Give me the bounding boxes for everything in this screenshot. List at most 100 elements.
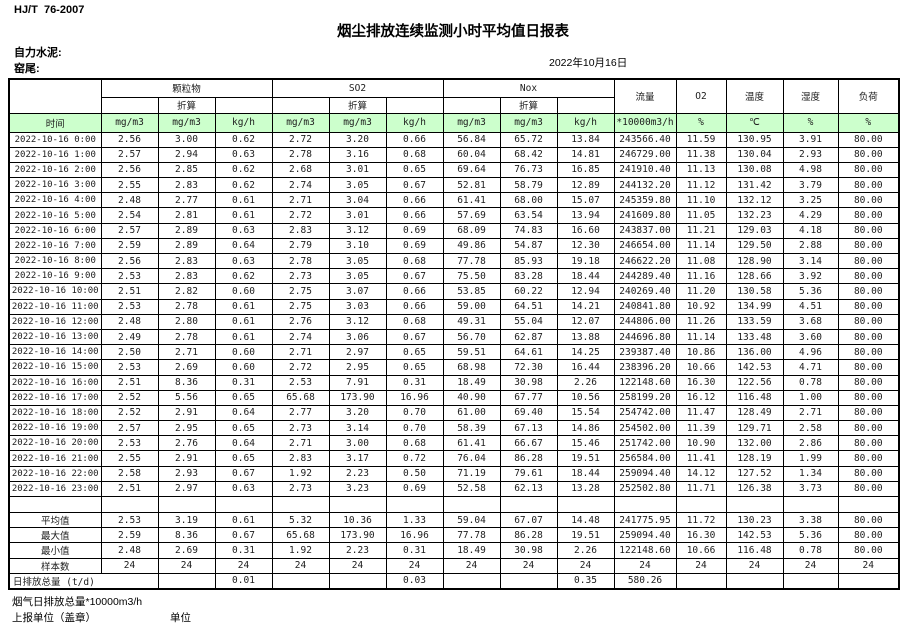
value-cell: 2.78 (157, 298, 216, 315)
value-cell: 3.60 (782, 328, 839, 346)
value-cell: 0.69 (385, 237, 444, 255)
summary-value-cell: 2.69 (157, 542, 216, 559)
summary-value-cell: 86.28 (499, 527, 558, 544)
value-cell: 2.51 (100, 374, 159, 391)
value-cell: 3.05 (328, 268, 387, 285)
value-cell: 60.22 (499, 283, 558, 300)
unit-label: 单位 (170, 612, 191, 624)
unit-mg: mg/m3 (271, 112, 330, 133)
converted-label: 折算 (157, 96, 216, 114)
value-cell: 64.61 (499, 344, 558, 361)
value-cell: 127.52 (725, 465, 784, 482)
value-cell: 3.00 (157, 131, 216, 148)
daily-total-label: 日排放总量 (t/d) (8, 572, 159, 590)
daily-total-value-cell (499, 572, 558, 590)
summary-value-cell: 10.36 (328, 511, 387, 529)
empty-header-cell (385, 96, 444, 114)
value-cell: 0.61 (214, 207, 273, 224)
value-cell: 2.83 (157, 252, 216, 270)
value-cell: 1.99 (782, 450, 839, 467)
value-cell: 133.48 (725, 328, 784, 346)
value-cell: 0.78 (782, 374, 839, 391)
value-cell: 0.61 (214, 298, 273, 315)
value-cell: 15.07 (556, 192, 615, 209)
unit-mg: mg/m3 (328, 112, 387, 133)
value-cell: 0.60 (214, 283, 273, 300)
value-cell: 2.77 (157, 192, 216, 209)
value-cell: 62.87 (499, 328, 558, 346)
empty-header-cell (556, 96, 615, 114)
table-row: 2022-10-16 15:00 2.53 2.69 0.60 2.72 2.95 0.65… (8, 359, 900, 376)
value-cell: 68.00 (499, 192, 558, 209)
value-cell: 0.65 (385, 161, 444, 179)
value-cell: 13.28 (556, 480, 615, 498)
value-cell: 2.75 (271, 283, 330, 300)
summary-value-cell: 2.48 (100, 542, 159, 559)
value-cell: 2.50 (100, 344, 159, 361)
time-cell: 2022-10-16 11:00 (8, 298, 102, 315)
empty-cell (556, 496, 615, 513)
value-cell: 3.68 (782, 313, 839, 330)
table-row: 2022-10-16 14:00 2.50 2.71 0.60 2.71 2.97 0.65… (8, 344, 900, 361)
empty-cell (782, 496, 839, 513)
unit-mg: mg/m3 (442, 112, 501, 133)
value-cell: 4.18 (782, 222, 839, 239)
value-cell: 0.69 (385, 480, 444, 498)
value-cell: 61.41 (442, 192, 501, 209)
empty-cell (613, 496, 677, 513)
value-cell: 2.79 (271, 237, 330, 255)
value-cell: 3.14 (328, 420, 387, 437)
value-cell: 56.84 (442, 131, 501, 148)
summary-value-cell: 24 (100, 557, 159, 574)
summary-value-cell: 1.92 (271, 542, 330, 559)
summary-value-cell: 130.23 (725, 511, 784, 529)
summary-value-cell: 80.00 (837, 542, 900, 559)
value-cell: 0.66 (385, 283, 444, 300)
group-humidity: 湿度 (782, 78, 839, 114)
value-cell: 2.83 (157, 268, 216, 285)
value-cell: 3.01 (328, 207, 387, 224)
value-cell: 80.00 (837, 177, 900, 194)
value-cell: 80.00 (837, 283, 900, 300)
value-cell: 16.85 (556, 161, 615, 179)
empty-cell (271, 496, 330, 513)
unit-celsius: ℃ (725, 112, 784, 133)
value-cell: 0.61 (214, 192, 273, 209)
table-row: 2022-10-16 16:00 2.51 8.36 0.31 2.53 7.91 0.31… (8, 374, 900, 391)
value-cell: 2.57 (100, 146, 159, 163)
value-cell: 0.61 (214, 313, 273, 330)
summary-value-cell: 80.00 (837, 511, 900, 529)
value-cell: 0.64 (214, 435, 273, 452)
value-cell: 2.82 (157, 283, 216, 300)
daily-total-value-cell: 0.35 (556, 572, 615, 590)
value-cell: 2.78 (157, 328, 216, 346)
value-cell: 13.88 (556, 328, 615, 346)
value-cell: 49.86 (442, 237, 501, 255)
value-cell: 80.00 (837, 450, 900, 467)
summary-value-cell: 24 (725, 557, 784, 574)
report-table-body: 2022-10-16 0:00 2.56 3.00 0.62 2.72 3.20 0.66 5… (8, 131, 900, 590)
value-cell: 238396.20 (613, 359, 677, 376)
value-cell: 4.71 (782, 359, 839, 376)
unit-mg: mg/m3 (499, 112, 558, 133)
value-cell: 80.00 (837, 252, 900, 270)
company-label: 自力水泥: (14, 47, 62, 59)
value-cell: 3.07 (328, 283, 387, 300)
value-cell: 85.93 (499, 252, 558, 270)
value-cell: 3.05 (328, 177, 387, 194)
value-cell: 129.71 (725, 420, 784, 437)
value-cell: 3.00 (328, 435, 387, 452)
time-cell: 2022-10-16 10:00 (8, 283, 102, 300)
value-cell: 2.74 (271, 328, 330, 346)
value-cell: 2.59 (100, 237, 159, 255)
value-cell: 2.71 (157, 344, 216, 361)
report-table: 颗粒物 SO2 Nox 流量 O2 温度 湿度 负荷 折算 折算 折算 时间 m… (8, 78, 900, 590)
value-cell: 0.63 (214, 252, 273, 270)
value-cell: 2.53 (100, 268, 159, 285)
value-cell: 2.77 (271, 404, 330, 422)
value-cell: 2.94 (157, 146, 216, 163)
summary-value-cell: 24 (214, 557, 273, 574)
summary-value-cell: 14.48 (556, 511, 615, 529)
value-cell: 130.58 (725, 283, 784, 300)
summary-value-cell: 24 (613, 557, 677, 574)
